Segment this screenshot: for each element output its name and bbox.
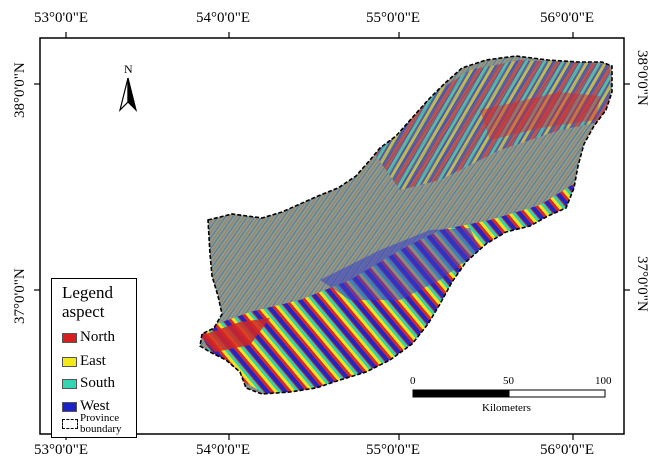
aspect-raster <box>200 56 612 394</box>
map-frame <box>39 37 625 435</box>
lon-label-bottom-53: 53°0'0"E <box>34 442 88 458</box>
west-swatch <box>62 401 77 412</box>
legend-item-south: South <box>62 375 115 392</box>
legend-item-north: North <box>62 329 115 346</box>
lat-label-left-37: 37°0'0"N <box>12 268 28 324</box>
lon-label-bottom-56: 56°0'0"E <box>540 442 594 458</box>
boundary-swatch <box>62 419 78 429</box>
lat-label-right-38: 38°0'0"N <box>634 50 650 106</box>
lat-label-left-38: 38°0'0"N <box>12 62 28 118</box>
north-arrow-label: N <box>124 62 133 76</box>
lon-label-top-55: 55°0'0"E <box>366 10 420 26</box>
lon-label-bottom-55: 55°0'0"E <box>366 442 420 458</box>
lon-label-top-53: 53°0'0"E <box>34 10 88 26</box>
lat-label-right-37: 37°0'0"N <box>634 256 650 312</box>
north-swatch <box>62 332 77 343</box>
legend-item-west: West <box>62 398 110 415</box>
south-swatch <box>62 378 77 389</box>
lon-label-bottom-54: 54°0'0"E <box>196 442 250 458</box>
legend-item-east: East <box>62 353 106 370</box>
lon-label-top-56: 56°0'0"E <box>540 10 594 26</box>
scale-bar <box>412 389 606 398</box>
scale-tick-50: 50 <box>503 375 514 387</box>
map-legend: Legend aspect North East South West Prov… <box>51 278 137 438</box>
province-boundary <box>199 55 613 395</box>
east-swatch <box>62 356 77 367</box>
scale-tick-0: 0 <box>410 375 416 387</box>
scale-tick-100: 100 <box>595 375 612 387</box>
legend-title: Legend aspect <box>62 283 113 321</box>
scale-unit: Kilometers <box>482 402 531 414</box>
legend-item-boundary: Province boundary <box>62 413 122 435</box>
north-arrow-icon <box>118 77 138 112</box>
lon-label-top-54: 54°0'0"E <box>196 10 250 26</box>
